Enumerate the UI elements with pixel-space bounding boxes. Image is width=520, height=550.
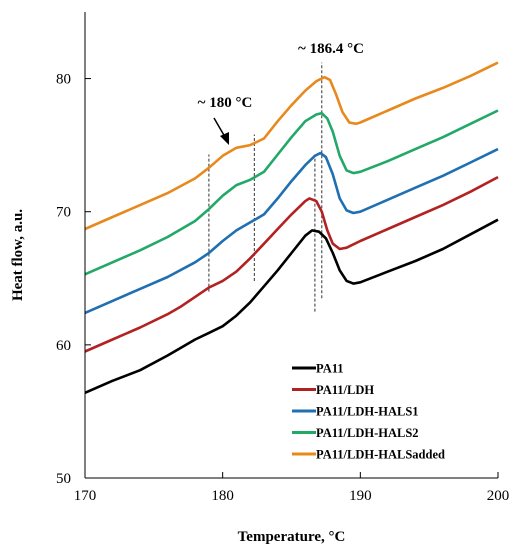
y-tick-label: 60	[56, 338, 71, 354]
legend-label: PA11/LDH-HALS1	[316, 405, 419, 419]
legend-label: PA11	[316, 362, 344, 376]
annotation-arrow	[213, 117, 226, 138]
reference-lines	[208, 62, 323, 312]
tick-marks	[84, 78, 499, 479]
y-tick-label: 50	[56, 471, 71, 487]
series-line	[84, 109, 499, 276]
y-tick-label: 80	[56, 72, 71, 88]
x-tick-label: 170	[74, 488, 97, 504]
series-line	[84, 61, 499, 231]
y-tick-label: 70	[56, 205, 71, 221]
annotations: ~ 186.4 °C ~ 180 °C	[198, 41, 364, 145]
peak-annotation: ~ 186.4 °C	[298, 41, 364, 57]
y-axis-title: Heat flow, a.u.	[10, 209, 26, 301]
series-line	[84, 175, 499, 353]
annotation-arrowhead	[220, 132, 229, 145]
x-tick-label: 180	[211, 488, 234, 504]
legend-label: PA11/LDH-HALS2	[316, 426, 419, 440]
legend-label: PA11/LDH-HALSadded	[316, 448, 445, 462]
legend-label: PA11/LDH	[316, 383, 374, 397]
series-line	[84, 147, 499, 315]
axes	[84, 12, 498, 479]
x-tick-label: 200	[487, 488, 510, 504]
legend: PA11 PA11/LDH PA11/LDH-HALS1 PA11/LDH-HALS2…	[292, 362, 445, 462]
x-axis-title: Temperature, °C	[238, 529, 346, 545]
tick-labels: 170 180 190 200 50 60 70 80	[56, 72, 509, 504]
shoulder-annotation: ~ 180 °C	[198, 95, 253, 111]
series-line	[84, 218, 499, 394]
series-lines	[84, 61, 499, 394]
x-tick-label: 190	[349, 488, 372, 504]
